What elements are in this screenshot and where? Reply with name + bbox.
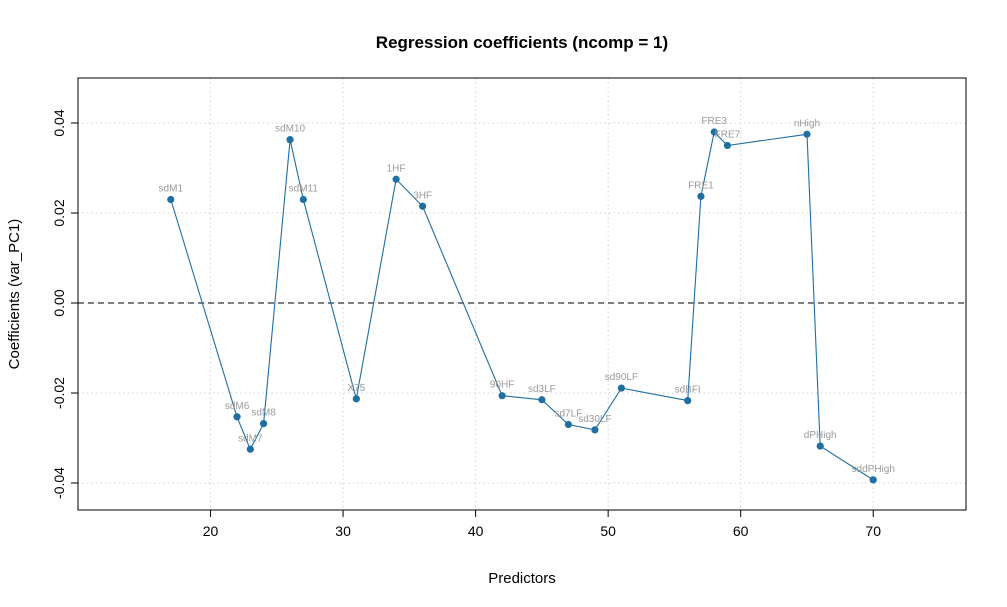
point-labels-layer: sdM1 sdM6 sdM7 sdM8 sdM10 sdM11 X75 1HF 3HF 90HF s… <box>159 116 895 475</box>
y-tick-label: -0.02 <box>51 377 67 409</box>
points-layer <box>167 128 877 484</box>
data-point-sdM7 <box>246 445 254 453</box>
x-axis-title: Predictors <box>488 570 556 587</box>
data-point-FRE1 <box>697 192 705 200</box>
data-point-sd30LF <box>591 426 599 434</box>
point-label-3HF: 3HF <box>413 190 432 201</box>
grid-layer <box>78 78 966 510</box>
data-point-dPHigh <box>816 442 824 450</box>
point-label-sdBFI: sdBFI <box>675 385 701 396</box>
data-point-sdBFI <box>684 397 692 405</box>
y-tick-label: 0.02 <box>51 199 67 226</box>
point-label-sdM7: sdM7 <box>238 433 263 444</box>
data-point-sd3LF <box>538 396 546 404</box>
y-axis-title: Coefficients (var_PC1) <box>6 219 23 370</box>
point-label-sdM10: sdM10 <box>275 124 305 135</box>
point-label-sd30LF: sd30LF <box>578 414 611 425</box>
x-tick-label: 20 <box>203 523 219 539</box>
point-label-sd90LF: sd90LF <box>605 372 638 383</box>
point-label-X75: X75 <box>347 383 365 394</box>
data-point-FRE7 <box>723 141 732 150</box>
point-label-dPHigh: dPHigh <box>804 430 837 441</box>
data-point-90HF <box>498 392 506 400</box>
data-point-sdM8 <box>259 420 268 428</box>
data-point-sdM10 <box>286 136 294 144</box>
point-label-sdM8: sdM8 <box>251 408 276 419</box>
x-axis: 20 30 40 50 60 70 <box>203 510 881 539</box>
data-point-nHigh <box>803 130 811 138</box>
plot-frame <box>77 77 967 511</box>
y-tick-label: -0.04 <box>51 467 67 499</box>
data-point-3HF <box>418 202 427 210</box>
point-label-sddPHigh: sddPHigh <box>852 464 895 475</box>
series-line <box>170 130 874 481</box>
point-label-sd3LF: sd3LF <box>528 384 556 395</box>
x-tick-label: 70 <box>865 523 881 539</box>
data-point-sd90LF <box>617 384 626 392</box>
data-point-1HF <box>392 175 400 183</box>
point-label-sdM6: sdM6 <box>225 401 250 412</box>
point-label-nHigh: nHigh <box>794 118 820 129</box>
data-point-sddPHigh <box>869 476 877 484</box>
x-tick-label: 40 <box>468 523 484 539</box>
series-layer <box>170 130 874 481</box>
y-axis: -0.04 -0.02 0.00 0.02 0.04 <box>51 109 78 499</box>
point-label-FRE3: FRE3 <box>701 116 727 127</box>
point-label-1HF: 1HF <box>387 163 406 174</box>
data-point-sd7LF <box>564 420 572 429</box>
x-tick-label: 30 <box>335 523 351 539</box>
y-tick-label: 0.00 <box>51 289 67 316</box>
point-label-sdM1: sdM1 <box>159 184 184 195</box>
data-point-sdM11 <box>299 195 307 204</box>
data-point-sdM6 <box>233 413 241 421</box>
chart-title: Regression coefficients (ncomp = 1) <box>376 33 668 52</box>
data-point-sdM1 <box>167 195 175 204</box>
data-point-X75 <box>352 395 360 403</box>
x-tick-label: 60 <box>733 523 749 539</box>
point-label-FRE1: FRE1 <box>688 180 714 191</box>
point-label-90HF: 90HF <box>490 380 514 391</box>
data-point-FRE3 <box>710 128 718 136</box>
point-label-sdM11: sdM11 <box>289 184 319 195</box>
x-tick-label: 50 <box>600 523 616 539</box>
y-tick-label: 0.04 <box>51 109 67 136</box>
point-label-sd7LF: sd7LF <box>554 409 582 420</box>
point-label-FRE7: FRE7 <box>715 130 741 141</box>
